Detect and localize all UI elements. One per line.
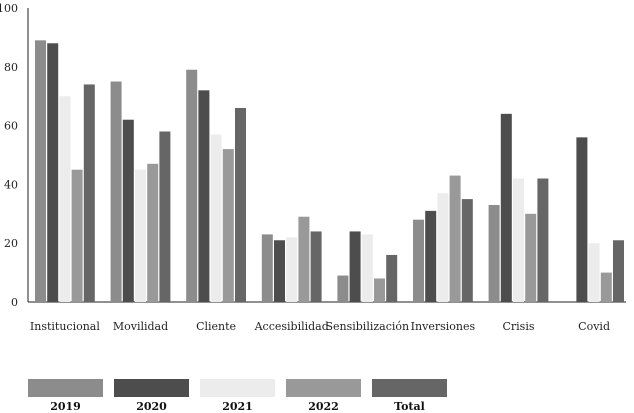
category-label: Sensibilización [325, 320, 409, 333]
legend-label: Total [394, 400, 425, 413]
bar-total-7 [613, 240, 624, 302]
legend-label: 2021 [222, 400, 253, 413]
category-label: Crisis [502, 320, 534, 333]
bar-2020-0 [47, 43, 59, 302]
bar-total-6 [537, 178, 549, 302]
bars-group [35, 40, 624, 303]
legend-swatch-total [372, 379, 447, 397]
bar-2021-2 [210, 134, 222, 302]
bar-total-3 [310, 231, 322, 302]
y-tick-label: 60 [4, 120, 18, 133]
bar-2022-4 [374, 278, 385, 302]
bar-2021-1 [135, 169, 146, 302]
bar-2021-7 [588, 243, 600, 302]
category-label: Covid [578, 320, 610, 333]
legend-swatch-2022 [286, 379, 361, 397]
bar-2021-0 [59, 96, 71, 302]
bar-total-4 [386, 254, 398, 302]
category-label: Institucional [30, 320, 100, 333]
y-tick-label: 40 [4, 178, 18, 191]
bar-2019-3 [261, 234, 273, 302]
bar-2019-4 [337, 275, 349, 302]
legend-swatch-2020 [114, 379, 189, 397]
bar-2022-7 [600, 272, 612, 302]
bar-2021-3 [286, 237, 298, 302]
bar-2019-2 [186, 69, 198, 303]
legend-swatch-2019 [28, 379, 103, 397]
bar-2022-2 [222, 149, 234, 302]
bar-2020-2 [198, 90, 210, 302]
bar-2022-6 [525, 213, 537, 302]
bar-2019-5 [413, 219, 424, 302]
bar-2020-1 [122, 119, 134, 302]
y-tick-label: 0 [11, 296, 18, 309]
y-tick-label: 80 [4, 61, 18, 74]
category-label: Inversiones [411, 320, 476, 333]
bar-total-0 [83, 84, 95, 302]
bar-2019-0 [35, 40, 46, 303]
legend-label: 2020 [136, 400, 167, 413]
bar-total-2 [235, 107, 246, 303]
category-label: Accesibilidad [254, 320, 329, 333]
bar-2022-1 [147, 163, 159, 302]
bar-total-5 [461, 199, 473, 302]
category-labels: Institucional Movilidad Cliente Accesibilid… [30, 320, 610, 333]
bar-total-1 [159, 131, 171, 302]
bar-2021-4 [361, 234, 373, 302]
y-tick-label: 20 [4, 237, 18, 250]
bar-2022-0 [71, 169, 83, 302]
bar-2020-5 [425, 210, 437, 302]
legend-swatch-2021 [200, 379, 275, 397]
legend: 2019 2020 2021 2022 Total [28, 379, 447, 413]
category-label: Cliente [196, 320, 236, 333]
legend-label: 2019 [50, 400, 81, 413]
bar-2022-5 [449, 175, 461, 302]
bar-2020-3 [274, 240, 285, 302]
bar-2020-4 [349, 231, 361, 302]
category-label: Movilidad [113, 320, 168, 333]
bar-2021-6 [513, 178, 524, 302]
y-axis-ticks: 0 20 40 60 80 100 [0, 2, 18, 309]
bar-2020-7 [576, 137, 588, 302]
y-tick-label: 100 [0, 2, 18, 15]
bar-2022-3 [298, 216, 310, 302]
bar-2020-6 [500, 113, 512, 302]
legend-label: 2022 [308, 400, 339, 413]
bar-2021-5 [437, 193, 449, 302]
bar-2019-1 [110, 81, 122, 302]
bar-2019-6 [488, 204, 500, 302]
